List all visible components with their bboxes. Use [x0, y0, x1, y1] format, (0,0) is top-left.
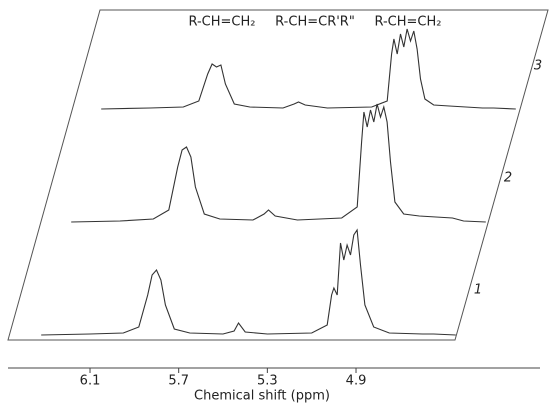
series-label: 3 [534, 59, 542, 74]
spectrum-line [101, 28, 516, 110]
series-label: 1 [474, 283, 482, 298]
annotation: R-CH=CR'R" [275, 15, 355, 30]
series-label: 2 [504, 171, 512, 186]
x-axis-label: Chemical shift (ppm) [194, 389, 330, 404]
plot-frame [7, 9, 549, 341]
x-tick-label: 4.9 [346, 374, 367, 389]
spectrum-line [41, 228, 456, 336]
spectrum-line [71, 103, 486, 223]
x-tick-label: 5.7 [168, 374, 189, 389]
x-tick-label: 5.3 [257, 374, 278, 389]
annotation: R-CH=CH₂ [374, 15, 441, 30]
x-tick-label: 6.1 [80, 374, 101, 389]
annotation: R-CH=CH₂ [188, 15, 255, 30]
